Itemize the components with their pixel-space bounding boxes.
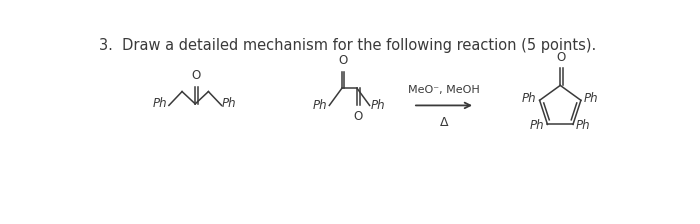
Text: Ph: Ph xyxy=(222,97,236,110)
Text: O: O xyxy=(192,69,201,82)
Text: Ph: Ph xyxy=(576,119,591,132)
Text: Ph: Ph xyxy=(522,92,536,105)
Text: Δ: Δ xyxy=(440,116,448,129)
Text: O: O xyxy=(354,110,363,123)
Text: O: O xyxy=(338,54,347,67)
Text: Ph: Ph xyxy=(584,92,598,105)
Text: O: O xyxy=(556,51,566,64)
Text: 3.  Draw a detailed mechanism for the following reaction (5 points).: 3. Draw a detailed mechanism for the fol… xyxy=(99,38,596,53)
Text: Ph: Ph xyxy=(530,119,545,132)
Text: MeO⁻, MeOH: MeO⁻, MeOH xyxy=(408,85,480,95)
Text: Ph: Ph xyxy=(153,97,167,110)
Text: Ph: Ph xyxy=(313,99,328,112)
Text: Ph: Ph xyxy=(371,99,386,112)
